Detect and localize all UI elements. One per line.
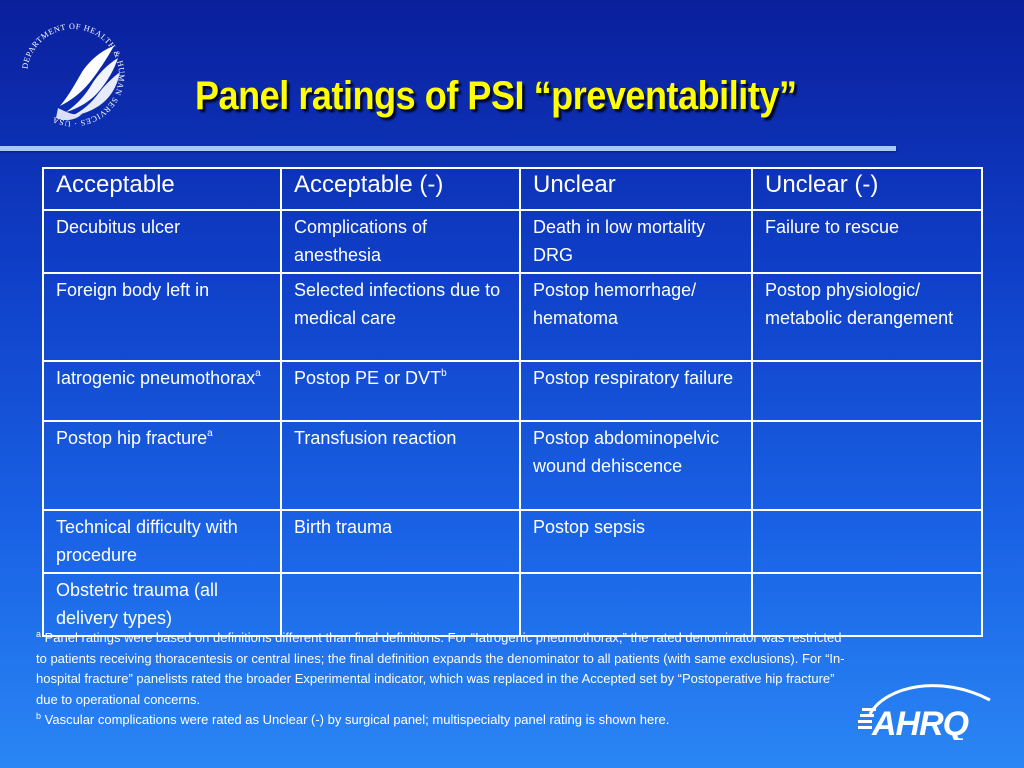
footnote-marker: a	[207, 428, 213, 439]
table-cell: Postop abdominopelvic wound dehiscence	[519, 420, 753, 511]
ahrq-logo-icon: AHRQ	[858, 684, 991, 740]
cell-text: Complications of anesthesia	[294, 217, 428, 265]
column-header-unclear: Unclear	[519, 167, 753, 211]
cell-text: Obstetric trauma (all delivery types)	[56, 580, 219, 628]
table-row: Obstetric trauma (all delivery types)	[42, 572, 983, 637]
cell-text: Postop abdominopelvic wound dehiscence	[533, 428, 720, 476]
cell-text: Decubitus ulcer	[56, 217, 181, 237]
slide-title: Panel ratings of PSI “preventability”	[195, 74, 797, 118]
table-cell	[751, 360, 983, 422]
ahrq-logo-text: AHRQ	[871, 705, 969, 740]
table-cell: Failure to rescue	[751, 209, 983, 274]
column-header-acceptable: Acceptable	[42, 167, 282, 211]
footnote-marker: a	[255, 368, 261, 379]
footnotes: a Panel ratings were based on definition…	[36, 628, 846, 731]
table-cell: Postop physiologic/ metabolic derangemen…	[751, 272, 983, 362]
column-header-acceptable-minus: Acceptable (-)	[280, 167, 521, 211]
table-row: Decubitus ulcer Complications of anesthe…	[42, 209, 983, 274]
cell-text: Postop hip fracture	[56, 428, 208, 448]
column-header-unclear-minus: Unclear (-)	[751, 167, 983, 211]
footnote-b-text: Vascular complications were rated as Unc…	[44, 712, 670, 728]
cell-text: Postop respiratory failure	[533, 368, 734, 388]
cell-text: Postop sepsis	[533, 517, 646, 537]
table-cell	[751, 572, 983, 637]
cell-text: Failure to rescue	[765, 217, 900, 237]
table-cell	[280, 572, 521, 637]
cell-text: Postop PE or DVT	[294, 368, 442, 388]
cell-text: Death in low mortality DRG	[533, 217, 706, 265]
table-header-row: Acceptable Acceptable (-) Unclear Unclea…	[42, 167, 983, 211]
table-cell: Iatrogenic pneumothoraxa	[42, 360, 282, 422]
cell-text: Birth trauma	[294, 517, 393, 537]
cell-text: Transfusion reaction	[294, 428, 457, 448]
cell-text: Foreign body left in	[56, 280, 210, 300]
table-cell: Selected infections due to medical care	[280, 272, 521, 362]
cell-text: Iatrogenic pneumothorax	[56, 368, 256, 388]
footnote-a: a Panel ratings were based on definition…	[36, 628, 846, 710]
footnote-a-text: Panel ratings were based on definitions …	[36, 630, 845, 707]
table-cell: Technical difficulty with procedure	[42, 509, 282, 574]
table-row: Foreign body left in Selected infections…	[42, 272, 983, 362]
footnote-a-marker: a	[36, 629, 42, 639]
table-row: Iatrogenic pneumothoraxa Postop PE or DV…	[42, 360, 983, 422]
footnote-marker: b	[441, 368, 447, 379]
cell-text: Selected infections due to medical care	[294, 280, 501, 328]
table-cell: Complications of anesthesia	[280, 209, 521, 274]
hhs-eagle-seal-icon: DEPARTMENT OF HEALTH & HUMAN SERVICES · …	[20, 22, 125, 128]
table-row: Postop hip fracturea Transfusion reactio…	[42, 420, 983, 511]
table-cell: Death in low mortality DRG	[519, 209, 753, 274]
table-cell: Foreign body left in	[42, 272, 282, 362]
cell-text: Technical difficulty with procedure	[56, 517, 238, 565]
table-cell: Transfusion reaction	[280, 420, 521, 511]
footnote-b: b Vascular complications were rated as U…	[36, 710, 846, 731]
table-cell	[519, 572, 753, 637]
table-cell: Postop sepsis	[519, 509, 753, 574]
table-cell: Postop PE or DVTb	[280, 360, 521, 422]
preventability-table: Acceptable Acceptable (-) Unclear Unclea…	[42, 167, 983, 637]
table-cell: Postop hip fracturea	[42, 420, 282, 511]
table-cell	[751, 509, 983, 574]
table-cell: Postop respiratory failure	[519, 360, 753, 422]
title-divider	[0, 146, 896, 151]
footnote-b-marker: b	[36, 711, 42, 722]
table-cell: Birth trauma	[280, 509, 521, 574]
table-row: Technical difficulty with procedure Birt…	[42, 509, 983, 574]
cell-text: Postop physiologic/ metabolic derangemen…	[765, 280, 954, 328]
table-cell: Obstetric trauma (all delivery types)	[42, 572, 282, 637]
table-cell: Postop hemorrhage/ hematoma	[519, 272, 753, 362]
table-cell	[751, 420, 983, 511]
cell-text: Postop hemorrhage/ hematoma	[533, 280, 697, 328]
table-cell: Decubitus ulcer	[42, 209, 282, 274]
